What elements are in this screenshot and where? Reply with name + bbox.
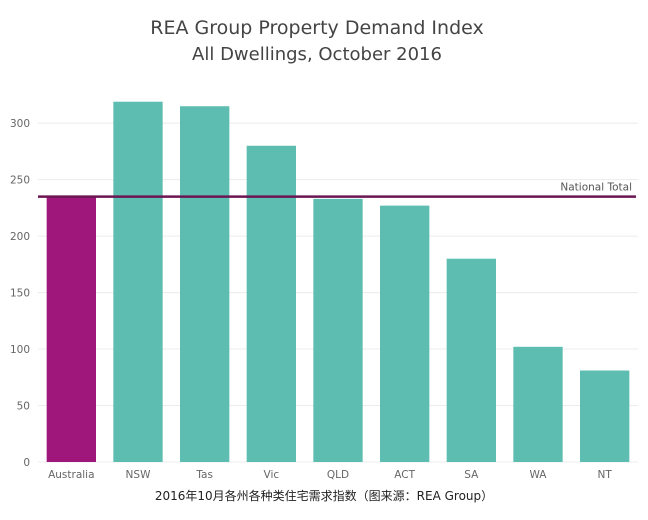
chart-subtitle: All Dwellings, October 2016 — [192, 44, 442, 65]
x-tick-label: ACT — [394, 469, 415, 481]
bar-wa — [513, 346, 563, 462]
bars — [46, 101, 630, 463]
bar-nt — [580, 370, 630, 462]
bar-vic — [246, 145, 296, 462]
bar-qld — [313, 198, 363, 463]
y-tick-label: 50 — [17, 401, 30, 413]
figure-caption: 2016年10月各州各种类住宅需求指数（图来源：REA Group） — [154, 489, 494, 503]
chart-title: REA Group Property Demand Index — [150, 17, 483, 39]
x-tick-label: NSW — [126, 469, 152, 481]
y-tick-label: 0 — [23, 457, 30, 469]
reference-line: National Total — [38, 182, 636, 198]
bar-act — [380, 205, 430, 462]
x-tick-label: NT — [598, 469, 613, 481]
national-total-label: National Total — [560, 182, 632, 194]
y-tick-label: 300 — [10, 118, 30, 130]
bar-nsw — [113, 101, 163, 462]
x-tick-label: WA — [530, 469, 548, 481]
y-tick-label: 150 — [10, 288, 30, 300]
x-tick-label: Tas — [195, 469, 213, 481]
y-tick-label: 250 — [10, 175, 30, 187]
x-tick-label: Australia — [48, 469, 94, 481]
y-tick-label: 200 — [10, 231, 30, 243]
bar-australia — [46, 196, 96, 462]
x-axis: Australia NSW Tas Vic QLD ACT SA WA NT — [48, 469, 612, 481]
y-tick-label: 100 — [10, 344, 30, 356]
y-axis: 0 50 100 150 200 250 300 — [10, 118, 30, 469]
bar-sa — [446, 258, 496, 462]
x-tick-label: Vic — [264, 469, 280, 481]
bar-tas — [180, 106, 230, 462]
x-tick-label: QLD — [327, 469, 349, 481]
x-tick-label: SA — [464, 469, 479, 481]
